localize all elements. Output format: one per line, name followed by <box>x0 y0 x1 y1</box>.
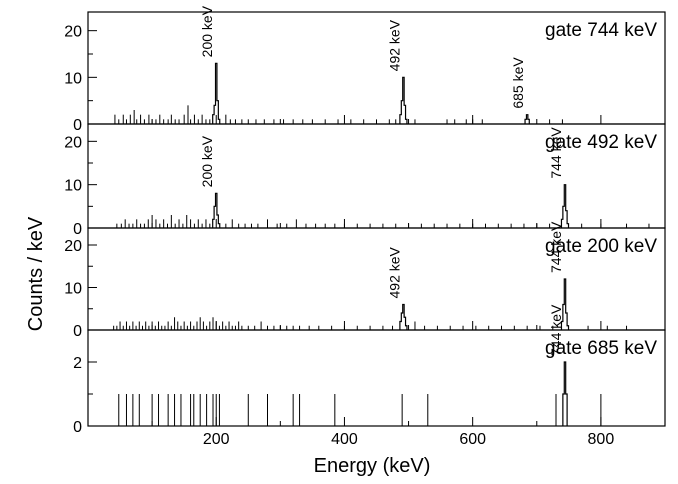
y-tick-label: 0 <box>73 323 82 340</box>
y-tick-label: 0 <box>73 419 82 436</box>
spectrum-peak <box>560 184 570 228</box>
gate-label: gate 492 keV <box>545 132 657 153</box>
panel-frame <box>87 329 666 427</box>
peak-label: 492 keV <box>386 19 402 71</box>
spectrum-peak <box>212 192 221 228</box>
spectrum-peak <box>399 76 408 124</box>
y-tick-label: 10 <box>64 281 82 298</box>
spectrum-peak <box>524 114 530 124</box>
y-tick-label: 2 <box>73 355 82 372</box>
panel-2: 0 10 20 gate 492 keV 200 keV 744 keV <box>64 123 666 238</box>
peak-label: 744 keV <box>548 221 564 273</box>
gate-label: gate 685 keV <box>545 338 657 359</box>
spectrum-peak <box>562 361 568 426</box>
x-tick-label: 800 <box>588 431 615 448</box>
gate-label: gate 744 keV <box>545 20 657 41</box>
gate-label: gate 200 keV <box>545 236 657 257</box>
x-axis-title: Energy (keV) <box>314 455 431 477</box>
y-tick-label: 20 <box>64 24 82 41</box>
y-tick-label: 0 <box>73 117 82 134</box>
peak-label: 744 keV <box>548 304 564 356</box>
y-tick-label: 20 <box>64 238 82 255</box>
x-tick-label: 600 <box>459 431 486 448</box>
spectrum-peak <box>212 62 221 124</box>
y-tick-label: 10 <box>64 70 82 87</box>
peak-label: 200 keV <box>199 135 215 187</box>
peak-label: 492 keV <box>386 246 402 298</box>
peak-label: 685 keV <box>510 57 526 109</box>
spectrum-peak <box>399 303 408 330</box>
x-tick-label: 200 <box>203 431 230 448</box>
y-tick-label: 0 <box>73 221 82 238</box>
y-axis-title: Counts / keV <box>25 216 47 331</box>
x-tick-label: 400 <box>331 431 358 448</box>
y-tick-label: 10 <box>64 178 82 195</box>
y-tick-label: 20 <box>64 134 82 151</box>
spectrum-peak <box>560 278 570 330</box>
panel-1: 0 10 20 gate 744 keV 200 keV 492 keV 685 keV <box>64 5 666 134</box>
peak-label: 744 keV <box>548 127 564 179</box>
peak-label: 200 keV <box>199 5 215 57</box>
panel-3: 0 10 20 gate 200 keV 492 keV 744 keV <box>64 221 666 340</box>
